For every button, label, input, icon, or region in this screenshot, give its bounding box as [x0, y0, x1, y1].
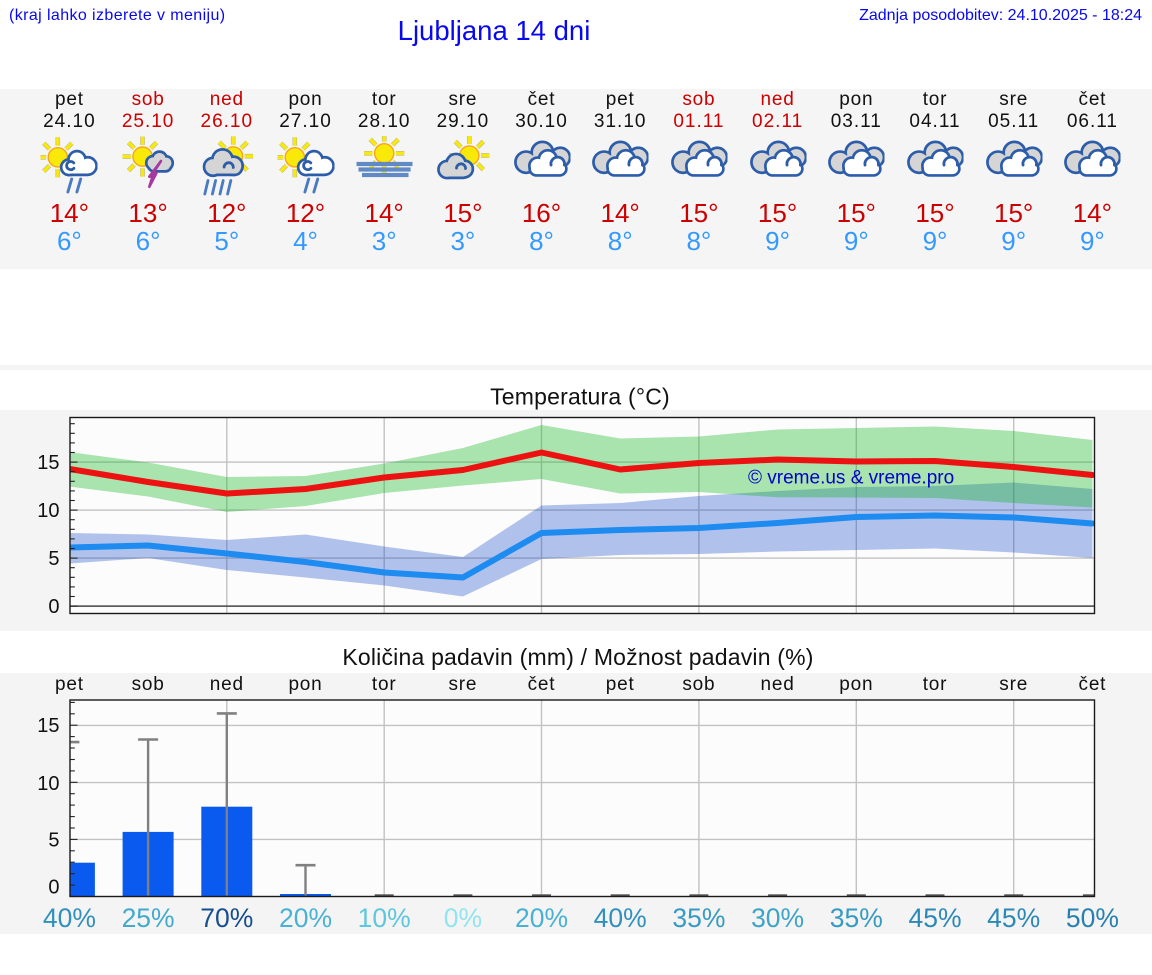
svg-text:pon: pon	[288, 674, 322, 695]
svg-text:10: 10	[37, 773, 59, 795]
svg-text:10%: 10%	[358, 903, 411, 933]
svg-text:20%: 20%	[515, 903, 568, 933]
svg-text:30%: 30%	[751, 903, 804, 933]
svg-text:20%: 20%	[279, 903, 332, 933]
svg-text:sre: sre	[449, 674, 478, 695]
svg-text:70%: 70%	[200, 903, 253, 933]
svg-text:40%: 40%	[43, 903, 96, 933]
svg-text:15: 15	[37, 452, 59, 474]
svg-text:5: 5	[48, 548, 59, 570]
svg-text:15: 15	[37, 715, 59, 737]
svg-text:35%: 35%	[830, 903, 883, 933]
svg-text:40%: 40%	[594, 903, 647, 933]
svg-text:50%: 50%	[1066, 903, 1119, 933]
svg-text:pon: pon	[839, 674, 873, 695]
svg-text:tor: tor	[372, 674, 397, 695]
svg-text:0%: 0%	[444, 903, 482, 933]
svg-text:5: 5	[48, 830, 59, 852]
svg-text:45%: 45%	[908, 903, 961, 933]
svg-text:25%: 25%	[122, 903, 175, 933]
svg-text:ned: ned	[761, 674, 795, 695]
svg-text:čet: čet	[1079, 674, 1107, 695]
svg-text:Količina padavin (mm) / Možnos: Količina padavin (mm) / Možnost padavin …	[342, 644, 813, 670]
svg-text:sob: sob	[682, 674, 715, 695]
svg-text:čet: čet	[528, 674, 556, 695]
svg-text:0: 0	[48, 596, 59, 618]
svg-text:tor: tor	[923, 674, 948, 695]
svg-text:0: 0	[48, 877, 59, 899]
svg-text:© vreme.us & vreme.pro: © vreme.us & vreme.pro	[748, 468, 954, 489]
svg-text:Temperatura (°C): Temperatura (°C)	[490, 384, 670, 410]
svg-text:pet: pet	[606, 674, 635, 695]
svg-text:45%: 45%	[987, 903, 1040, 933]
svg-text:ned: ned	[210, 674, 244, 695]
svg-text:sob: sob	[132, 674, 165, 695]
svg-text:pet: pet	[55, 674, 84, 695]
svg-text:sre: sre	[999, 674, 1028, 695]
svg-text:10: 10	[37, 500, 59, 522]
svg-text:35%: 35%	[672, 903, 725, 933]
